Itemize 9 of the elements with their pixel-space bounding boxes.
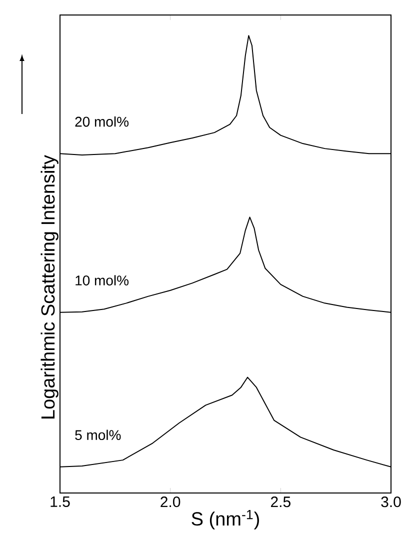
x-tick-label: 1.5 <box>50 496 70 507</box>
series-label: 20 mol% <box>75 116 129 127</box>
y-axis-title: Logarithmic Scattering Intensity <box>40 155 58 418</box>
x-tick-label: 2.5 <box>270 496 290 508</box>
x-tick-label: 2.0 <box>160 496 180 508</box>
series-label: 5 mol% <box>75 430 121 440</box>
x-tick-label: 3.0 <box>381 496 401 508</box>
x-axis-title: S (nm$^{-1}$) <box>192 510 259 530</box>
series-label: 10 mol% <box>76 275 129 286</box>
